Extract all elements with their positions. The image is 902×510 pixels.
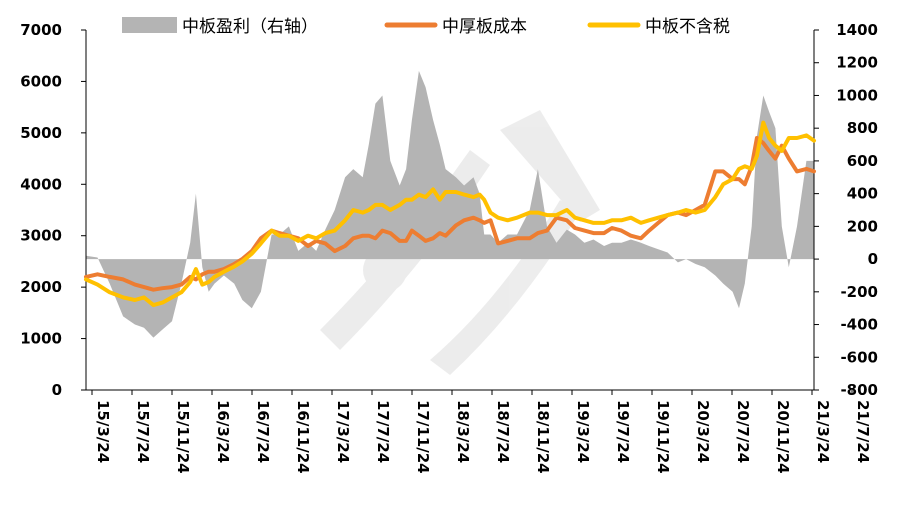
y-left-tick-label: 3000 <box>20 227 62 245</box>
y-left-tick-label: 0 <box>52 381 62 399</box>
series-line-price <box>84 120 816 308</box>
y-left-tick-label: 5000 <box>20 124 62 142</box>
legend-label: 中板不含税 <box>645 17 730 37</box>
x-tick-label: 15/7/24 <box>134 400 152 463</box>
y-right-tick-label: 1400 <box>836 21 878 39</box>
y-right-tick-label: 0 <box>868 250 878 268</box>
series-area-profit <box>86 70 814 338</box>
x-tick-label: 17/3/24 <box>334 400 352 463</box>
y-left-tick-label: 6000 <box>20 72 62 90</box>
x-tick-label: 16/11/24 <box>294 400 312 474</box>
x-tick-label: 18/3/24 <box>454 400 472 463</box>
y-right-tick-label: 400 <box>847 185 878 203</box>
x-tick-label: 19/7/24 <box>614 400 632 463</box>
legend-label: 中厚板成本 <box>442 17 527 37</box>
y-right-tick-label: 1000 <box>836 86 878 104</box>
x-tick-label: 19/11/24 <box>654 400 672 474</box>
y-right-tick-label: 1200 <box>836 54 878 72</box>
legend-swatch-area <box>122 17 177 33</box>
legend: 中板盈利（右轴） 中厚板成本 中板不含税 <box>122 17 730 37</box>
x-tick-label: 20/3/24 <box>694 400 712 463</box>
y-left-tick-label: 7000 <box>20 21 62 39</box>
x-tick-label: 15/11/24 <box>174 400 192 474</box>
x-tick-label: 18/11/24 <box>534 400 552 474</box>
x-tick-label: 15/3/24 <box>94 400 112 463</box>
x-tick-label: 18/7/24 <box>494 400 512 463</box>
x-tick-label: 21/7/24 <box>854 400 872 463</box>
y-right-tick-label: 600 <box>847 152 878 170</box>
y-left-tick-label: 2000 <box>20 278 62 296</box>
axes-layer <box>85 30 815 391</box>
x-tick-label: 17/7/24 <box>374 400 392 463</box>
y-right-tick-label: 200 <box>847 217 878 235</box>
y-left-tick-label: 1000 <box>20 330 62 348</box>
y-left-tick-label: 4000 <box>20 175 62 193</box>
ticks-layer: 01000200030004000500060007000-800-600-40… <box>20 21 878 474</box>
x-tick-label: 19/3/24 <box>574 400 592 463</box>
x-tick-label: 20/11/24 <box>774 400 792 474</box>
series-line-cost <box>84 136 816 292</box>
y-right-tick-label: 800 <box>847 119 878 137</box>
y-right-tick-label: -600 <box>840 348 878 366</box>
watermark-stroke <box>500 110 600 222</box>
x-tick-label: 20/7/24 <box>734 400 752 463</box>
area-layer <box>86 70 814 338</box>
lines-layer <box>84 120 816 308</box>
y-right-tick-label: -800 <box>840 381 878 399</box>
legend-label: 中板盈利（右轴） <box>182 17 318 37</box>
x-tick-label: 21/3/24 <box>814 400 832 463</box>
y-right-tick-label: -400 <box>840 316 878 334</box>
y-right-tick-label: -200 <box>840 283 878 301</box>
x-tick-label: 17/11/24 <box>414 400 432 474</box>
x-tick-label: 16/3/24 <box>214 400 232 463</box>
x-tick-label: 16/7/24 <box>254 400 272 463</box>
